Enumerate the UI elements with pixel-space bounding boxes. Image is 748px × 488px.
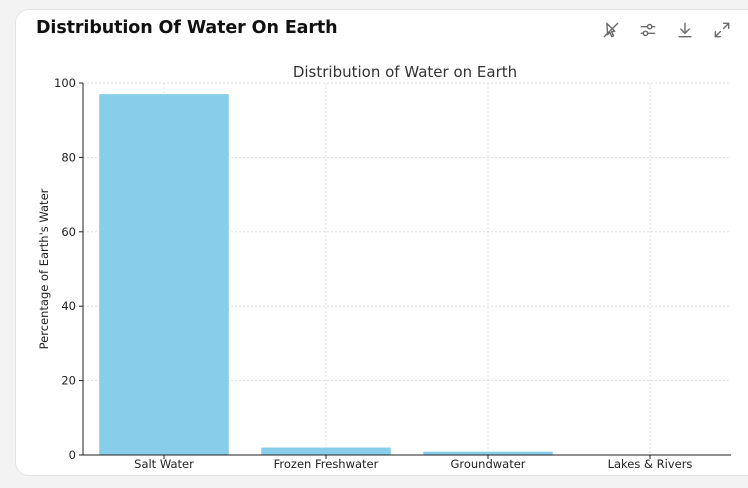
y-tick-label: 80 [61, 150, 76, 164]
y-tick-label: 40 [61, 299, 76, 313]
bars [99, 94, 715, 455]
y-tick-label: 0 [69, 448, 76, 462]
bar-salt-water [99, 94, 229, 455]
x-tick-label: Lakes & Rivers [608, 457, 693, 471]
x-tick-label: Frozen Freshwater [274, 457, 379, 471]
chart-card: Distribution Of Water On Earth [15, 9, 748, 476]
y-axis-label: Percentage of Earth's Water [37, 188, 51, 349]
y-tick-label: 20 [61, 374, 76, 388]
chart-title: Distribution of Water on Earth [293, 63, 517, 81]
y-tick-label: 100 [54, 76, 76, 90]
x-tick-label: Groundwater [450, 457, 525, 471]
x-tick-label: Salt Water [134, 457, 194, 471]
bar-frozen-freshwater [261, 448, 391, 455]
bar-groundwater [423, 452, 553, 455]
y-tick-label: 60 [61, 225, 76, 239]
